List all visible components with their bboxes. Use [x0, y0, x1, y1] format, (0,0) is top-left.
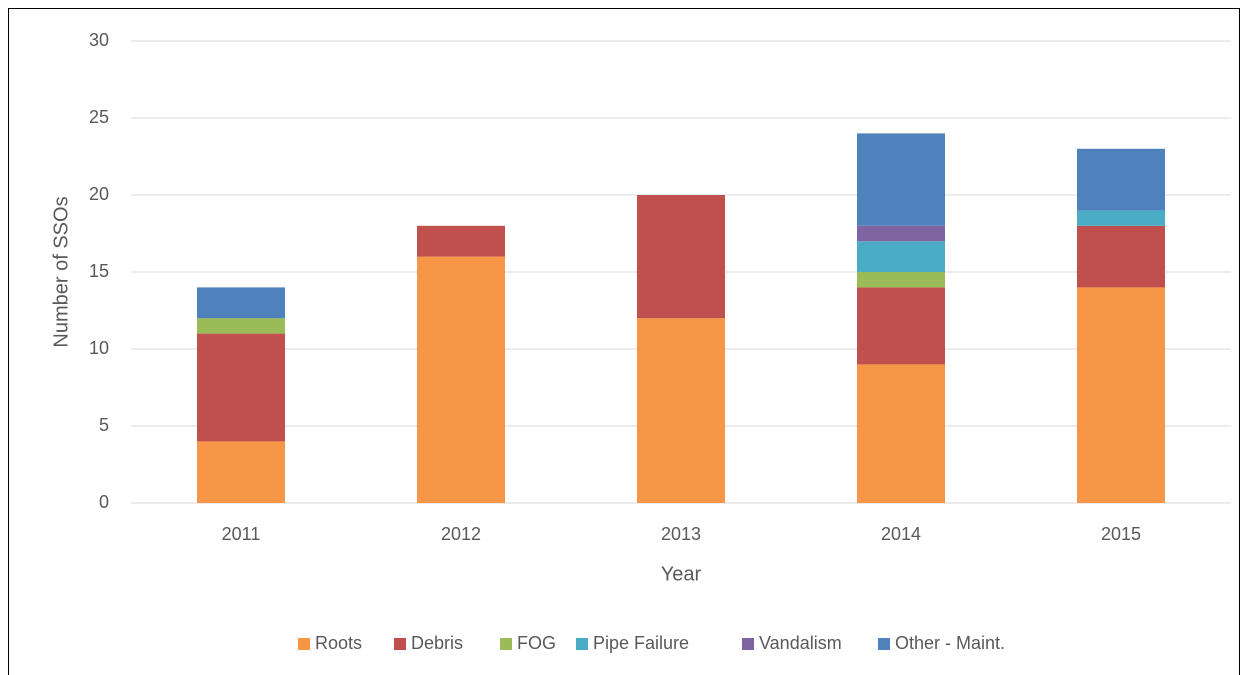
bar-segment: [637, 318, 725, 503]
y-tick-label: 30: [89, 30, 109, 50]
legend-label: Debris: [411, 633, 463, 653]
y-tick-label: 20: [89, 184, 109, 204]
bar-segment: [417, 225, 505, 257]
y-tick-label: 5: [99, 415, 109, 435]
bar-segment: [1077, 287, 1165, 503]
legend-swatch: [500, 638, 512, 650]
x-tick-label: 2015: [1101, 524, 1141, 544]
legend-label: Roots: [315, 633, 362, 653]
bar-segment: [1077, 148, 1165, 211]
bar-segment: [857, 133, 945, 226]
y-tick-label: 0: [99, 492, 109, 512]
bar-segment: [197, 318, 285, 334]
bar-segment: [197, 333, 285, 442]
legend-swatch: [298, 638, 310, 650]
bar-segment: [1077, 210, 1165, 226]
bar-segment: [857, 272, 945, 288]
x-tick-label: 2013: [661, 524, 701, 544]
x-tick-label: 2011: [222, 524, 261, 544]
y-tick-label: 10: [89, 338, 109, 358]
x-tick-label: 2014: [881, 524, 921, 544]
legend-swatch: [742, 638, 754, 650]
bar-segment: [417, 256, 505, 503]
bar-segment: [197, 287, 285, 319]
legend-label: Vandalism: [759, 633, 842, 653]
legend-swatch: [576, 638, 588, 650]
legend-label: FOG: [517, 633, 556, 653]
bar-segment: [857, 364, 945, 503]
frame: [8, 8, 1240, 675]
bar-segment: [1077, 225, 1165, 288]
bar-segment: [197, 441, 285, 503]
y-tick-label: 25: [89, 107, 109, 127]
bar-segment: [857, 287, 945, 365]
bar-segment: [637, 195, 725, 319]
legend-swatch: [394, 638, 406, 650]
legend-label: Other - Maint.: [895, 633, 1005, 653]
x-tick-label: 2012: [441, 524, 481, 544]
legend-label: Pipe Failure: [593, 633, 689, 653]
bar-segment: [857, 241, 945, 272]
legend-swatch: [878, 638, 890, 650]
x-axis-title: Year: [661, 563, 702, 585]
bar-segment: [857, 225, 945, 242]
y-tick-label: 15: [89, 261, 109, 281]
y-axis-title: Number of SSOs: [50, 196, 72, 347]
